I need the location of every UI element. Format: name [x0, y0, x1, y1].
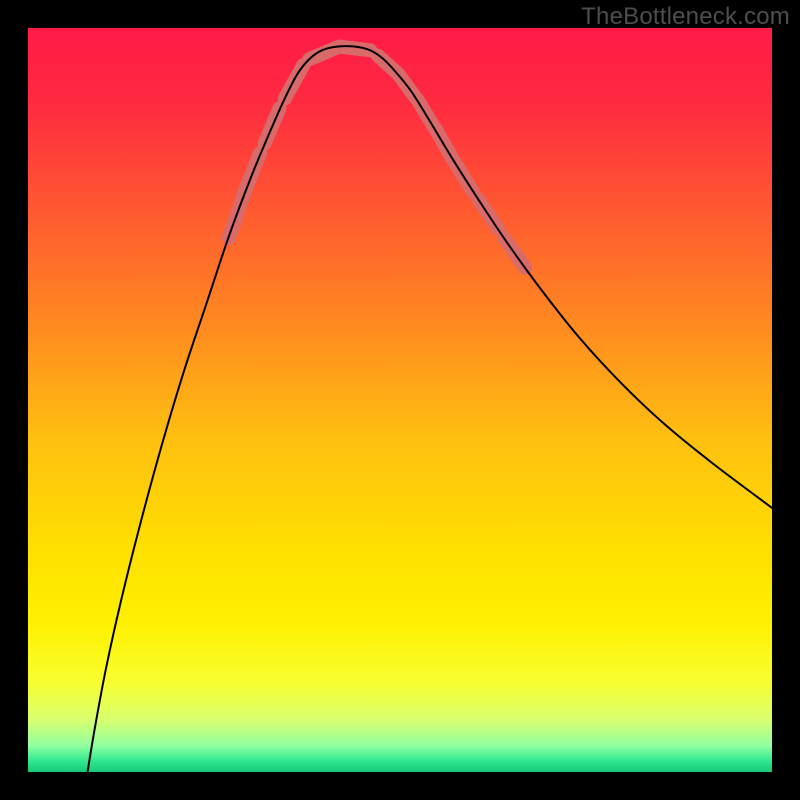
watermark-text: TheBottleneck.com	[581, 3, 790, 31]
chart-stage: TheBottleneck.com	[0, 0, 800, 800]
plot-background	[28, 28, 772, 772]
bottleneck-chart-svg	[0, 0, 800, 800]
